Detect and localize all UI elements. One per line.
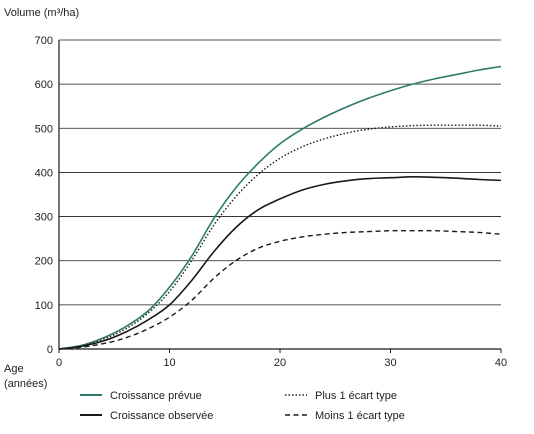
y-tick-label: 300 xyxy=(35,212,53,224)
y-tick-label: 500 xyxy=(35,123,53,135)
legend: Croissance prévue Croissance observée Plus… xyxy=(80,390,405,422)
y-tick-label: 200 xyxy=(35,256,53,268)
series-line-3 xyxy=(58,124,502,350)
axes xyxy=(58,40,502,353)
legend-label-4: Moins 1 écart type xyxy=(315,410,405,422)
tick-labels: 0 100 200 300 400 500 600 700 0 10 20 30 40 xyxy=(35,35,507,369)
gridlines xyxy=(59,39,501,306)
series-line-2 xyxy=(58,176,502,350)
series-lines xyxy=(58,65,502,350)
legend-label-1: Croissance prévue xyxy=(110,390,202,402)
x-tick-label: 40 xyxy=(495,357,507,369)
x-tick-label: 10 xyxy=(163,357,175,369)
y-tick-label: 100 xyxy=(35,300,53,312)
x-tick-label: 0 xyxy=(56,357,62,369)
x-axis-label-unit: (années) xyxy=(4,378,47,390)
y-tick-label: 700 xyxy=(35,35,53,47)
legend-label-3: Plus 1 écart type xyxy=(315,390,397,402)
x-axis-label: Age xyxy=(4,363,24,375)
x-tick-label: 30 xyxy=(384,357,396,369)
y-tick-label: 600 xyxy=(35,79,53,91)
series-line-1 xyxy=(58,65,502,350)
y-tick-label: 0 xyxy=(47,344,53,356)
series-line-4 xyxy=(58,229,502,350)
x-tick-label: 20 xyxy=(274,357,286,369)
y-axis-label: Volume (m³/ha) xyxy=(4,7,79,19)
y-tick-label: 400 xyxy=(35,167,53,179)
legend-label-2: Croissance observée xyxy=(110,410,213,422)
